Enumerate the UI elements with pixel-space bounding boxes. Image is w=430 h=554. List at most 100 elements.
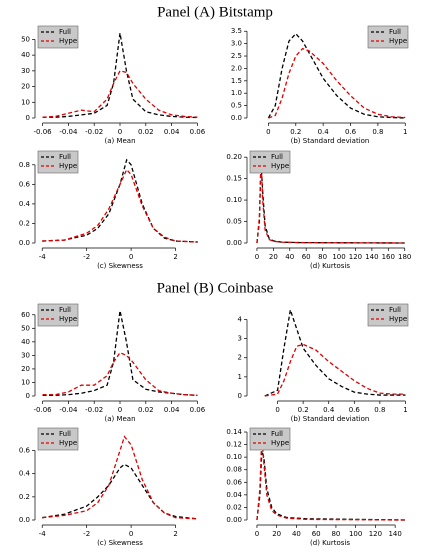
- x-tick-label: 1: [403, 128, 407, 136]
- y-tick-label: 30: [21, 351, 30, 359]
- legend-label: Full: [271, 430, 283, 438]
- x-tick-label: 100: [332, 253, 345, 261]
- x-tick-label: 0: [129, 253, 133, 261]
- x-tick-label: 0.6: [349, 406, 361, 414]
- legend-label: Full: [389, 28, 401, 36]
- legend-label: Full: [389, 306, 401, 314]
- y-tick-label: 20: [21, 365, 30, 373]
- x-tick-label: 2: [173, 253, 177, 261]
- x-tick-label: 0.04: [164, 406, 180, 414]
- density-line: [42, 158, 198, 243]
- y-tick-label: 40: [21, 51, 30, 59]
- y-tick-label: 0: [238, 392, 242, 400]
- y-tick-label: 0: [26, 392, 30, 400]
- x-tick-label: 0: [266, 128, 270, 136]
- x-tick-label: -0.04: [59, 406, 78, 414]
- y-tick-label: 0.20: [226, 153, 242, 161]
- x-axis-label: (b) Standard deviation: [291, 415, 370, 423]
- legend-label: Hype: [389, 315, 407, 323]
- x-tick-label: 0: [255, 530, 259, 538]
- y-tick-label: 10: [21, 378, 30, 386]
- legend-label: Hype: [389, 37, 407, 45]
- y-tick-label: 0.05: [226, 218, 242, 226]
- x-tick-label: -4: [39, 530, 47, 538]
- y-tick-label: 3.0: [231, 40, 242, 48]
- x-tick-label: 0.02: [138, 406, 154, 414]
- x-tick-label: -2: [83, 530, 90, 538]
- x-tick-label: 160: [382, 253, 395, 261]
- x-tick-label: 0.06: [190, 128, 206, 136]
- y-tick-label: 0.0: [231, 114, 242, 122]
- y-tick-label: 0.0: [19, 239, 30, 247]
- y-tick-label: 20: [21, 83, 30, 91]
- legend-label: Hype: [271, 439, 289, 447]
- y-tick-label: 1.0: [231, 89, 242, 97]
- density-line: [42, 435, 198, 520]
- x-tick-label: 0.8: [374, 406, 385, 414]
- legend-label: Full: [59, 306, 71, 314]
- legend-label: Hype: [59, 439, 77, 447]
- x-tick-label: -0.02: [85, 128, 103, 136]
- x-tick-label: 0: [275, 406, 279, 414]
- panel-title: Panel (B) Coinbase: [157, 280, 274, 296]
- x-tick-label: 80: [331, 530, 340, 538]
- y-tick-label: 2.0: [231, 64, 242, 72]
- x-tick-label: -0.06: [34, 128, 53, 136]
- density-line: [256, 157, 405, 244]
- y-tick-label: 4: [238, 315, 243, 323]
- x-tick-label: 100: [349, 530, 362, 538]
- y-tick-label: 0.6: [19, 447, 31, 455]
- x-tick-label: 140: [388, 530, 401, 538]
- y-tick-label: 1.5: [231, 77, 242, 85]
- x-tick-label: 40: [285, 253, 294, 261]
- x-tick-label: 140: [365, 253, 378, 261]
- x-tick-label: 0.8: [372, 128, 383, 136]
- x-tick-label: -0.02: [85, 406, 103, 414]
- y-tick-label: 0.15: [226, 175, 242, 183]
- x-tick-label: 80: [318, 253, 327, 261]
- legend-label: Full: [271, 153, 283, 161]
- panel-title: Panel (A) Bitstamp: [157, 4, 273, 20]
- x-tick-label: 60: [312, 530, 321, 538]
- y-tick-label: 0.14: [226, 428, 242, 436]
- density-line: [42, 168, 198, 243]
- y-tick-label: 0.4: [19, 200, 31, 208]
- x-tick-label: 0: [129, 530, 133, 538]
- x-tick-label: 0.2: [290, 128, 301, 136]
- legend-label: Full: [59, 430, 71, 438]
- x-tick-label: 0.4: [318, 128, 330, 136]
- x-tick-label: 0.6: [345, 128, 357, 136]
- y-tick-label: 0.10: [226, 196, 242, 204]
- x-axis-label: (a) Mean: [104, 137, 135, 145]
- y-tick-label: 3: [238, 335, 242, 343]
- x-axis-label: (b) Standard deviation: [291, 137, 370, 145]
- density-line: [42, 463, 198, 520]
- legend-label: Hype: [59, 315, 77, 323]
- x-tick-label: 0: [118, 128, 122, 136]
- x-tick-label: -0.06: [34, 406, 53, 414]
- x-axis-label: (a) Mean: [104, 415, 135, 423]
- density-line: [264, 343, 406, 397]
- x-tick-label: 60: [302, 253, 311, 261]
- y-tick-label: 0.08: [226, 466, 242, 474]
- y-tick-label: 60: [21, 311, 30, 319]
- y-tick-label: 0.06: [226, 478, 242, 486]
- y-tick-label: 0.2: [19, 219, 30, 227]
- y-tick-label: 0.6: [19, 180, 31, 188]
- x-tick-label: 0.06: [190, 406, 206, 414]
- density-line: [42, 351, 198, 396]
- legend-label: Hype: [59, 162, 77, 170]
- x-tick-label: -4: [39, 253, 47, 261]
- x-tick-label: 180: [398, 253, 411, 261]
- x-tick-label: -2: [83, 253, 90, 261]
- y-tick-label: 0.12: [226, 441, 242, 449]
- x-tick-label: 120: [349, 253, 362, 261]
- y-tick-label: 0.04: [226, 491, 242, 499]
- y-tick-label: 10: [21, 98, 30, 106]
- x-tick-label: 0.4: [323, 406, 335, 414]
- x-axis-label: (c) Skewness: [97, 262, 143, 270]
- y-tick-label: 50: [21, 35, 30, 43]
- y-tick-label: 0.4: [19, 470, 31, 478]
- y-tick-label: 40: [21, 338, 30, 346]
